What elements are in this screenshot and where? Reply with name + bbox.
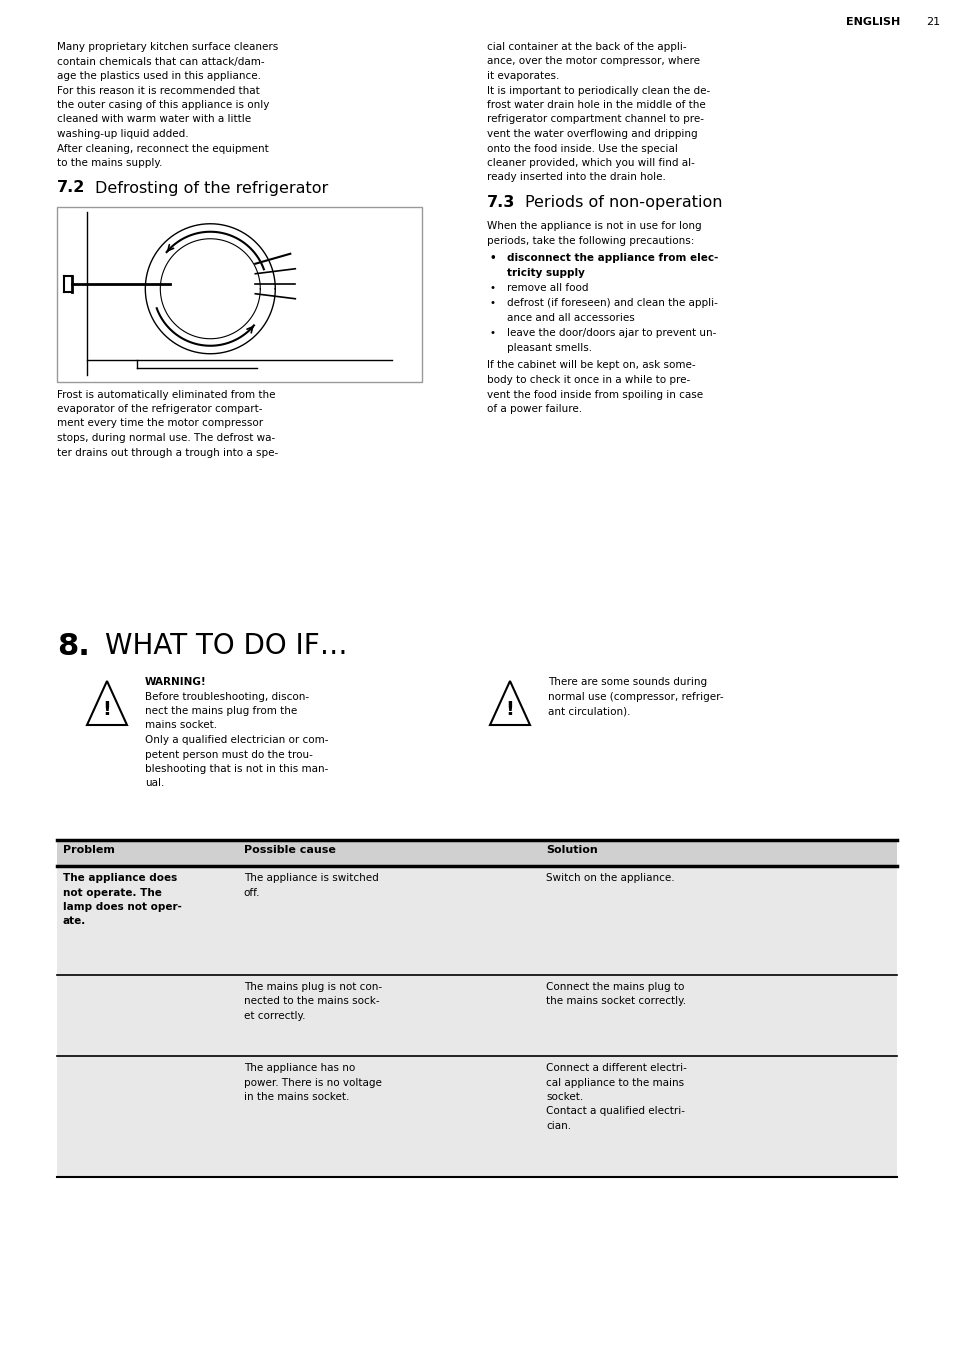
Text: lamp does not oper-: lamp does not oper-	[63, 902, 182, 913]
Text: ance, over the motor compressor, where: ance, over the motor compressor, where	[486, 57, 700, 66]
Text: Frost is automatically eliminated from the: Frost is automatically eliminated from t…	[57, 389, 275, 399]
Text: Problem: Problem	[63, 845, 114, 854]
Text: tricity supply: tricity supply	[506, 268, 584, 277]
Text: disconnect the appliance from elec-: disconnect the appliance from elec-	[506, 253, 718, 264]
Text: defrost (if foreseen) and clean the appli-: defrost (if foreseen) and clean the appl…	[506, 299, 717, 308]
Text: 7.2: 7.2	[57, 181, 85, 196]
Text: it evaporates.: it evaporates.	[486, 72, 558, 81]
Text: ready inserted into the drain hole.: ready inserted into the drain hole.	[486, 173, 665, 183]
Text: ant circulation).: ant circulation).	[547, 706, 630, 717]
Bar	[57, 1056, 896, 1178]
Text: ment every time the motor compressor: ment every time the motor compressor	[57, 419, 263, 429]
Text: stops, during normal use. The defrost wa-: stops, during normal use. The defrost wa…	[57, 433, 275, 443]
Text: socket.: socket.	[545, 1092, 582, 1102]
Text: contain chemicals that can attack/dam-: contain chemicals that can attack/dam-	[57, 57, 264, 66]
Text: pleasant smells.: pleasant smells.	[506, 343, 592, 353]
Text: periods, take the following precautions:: periods, take the following precautions:	[486, 235, 694, 246]
Text: 7.3: 7.3	[486, 195, 515, 210]
Bar	[57, 867, 896, 975]
Text: 21: 21	[925, 18, 939, 27]
Text: Switch on the appliance.: Switch on the appliance.	[545, 873, 674, 883]
Text: bleshooting that is not in this man-: bleshooting that is not in this man-	[145, 764, 328, 773]
Text: to the mains supply.: to the mains supply.	[57, 158, 162, 168]
Text: It is important to periodically clean the de-: It is important to periodically clean th…	[486, 85, 709, 96]
Text: Many proprietary kitchen surface cleaners: Many proprietary kitchen surface cleaner…	[57, 42, 278, 51]
Text: For this reason it is recommended that: For this reason it is recommended that	[57, 85, 259, 96]
Text: •: •	[490, 253, 497, 264]
Text: refrigerator compartment channel to pre-: refrigerator compartment channel to pre-	[486, 115, 703, 124]
Text: Periods of non-operation: Periods of non-operation	[524, 195, 721, 210]
Text: ter drains out through a trough into a spe-: ter drains out through a trough into a s…	[57, 448, 278, 457]
Text: The mains plug is not con-: The mains plug is not con-	[243, 982, 381, 992]
Text: cial container at the back of the appli-: cial container at the back of the appli-	[486, 42, 686, 51]
Text: the mains socket correctly.: the mains socket correctly.	[545, 996, 685, 1006]
Text: leave the door/doors ajar to prevent un-: leave the door/doors ajar to prevent un-	[506, 329, 716, 338]
Text: onto the food inside. Use the special: onto the food inside. Use the special	[486, 143, 678, 154]
Text: nect the mains plug from the: nect the mains plug from the	[145, 706, 297, 717]
Text: When the appliance is not in use for long: When the appliance is not in use for lon…	[486, 220, 700, 231]
Text: ENGLISH: ENGLISH	[845, 18, 899, 27]
Text: remove all food: remove all food	[506, 283, 588, 293]
Text: of a power failure.: of a power failure.	[486, 404, 581, 414]
Text: ual.: ual.	[145, 779, 164, 788]
Text: There are some sounds during: There are some sounds during	[547, 677, 706, 687]
Text: !: !	[505, 700, 514, 719]
Bar	[57, 975, 896, 1056]
Text: cleaned with warm water with a little: cleaned with warm water with a little	[57, 115, 251, 124]
Text: •: •	[490, 329, 496, 338]
Text: mains socket.: mains socket.	[145, 721, 217, 730]
Text: evaporator of the refrigerator compart-: evaporator of the refrigerator compart-	[57, 404, 262, 414]
Text: petent person must do the trou-: petent person must do the trou-	[145, 749, 313, 760]
Text: cleaner provided, which you will find al-: cleaner provided, which you will find al…	[486, 158, 694, 168]
Text: off.: off.	[243, 887, 260, 898]
Text: Only a qualified electrician or com-: Only a qualified electrician or com-	[145, 735, 328, 745]
Text: ance and all accessories: ance and all accessories	[506, 314, 634, 323]
Text: Solution: Solution	[545, 845, 598, 854]
Text: Possible cause: Possible cause	[243, 845, 335, 854]
Text: frost water drain hole in the middle of the: frost water drain hole in the middle of …	[486, 100, 705, 110]
Text: Connect the mains plug to: Connect the mains plug to	[545, 982, 683, 992]
Text: Defrosting of the refrigerator: Defrosting of the refrigerator	[95, 181, 328, 196]
Text: not operate. The: not operate. The	[63, 887, 162, 898]
Text: normal use (compressor, refriger-: normal use (compressor, refriger-	[547, 691, 723, 702]
Text: body to check it once in a while to pre-: body to check it once in a while to pre-	[486, 375, 690, 385]
Bar	[57, 840, 896, 867]
Text: ate.: ate.	[63, 917, 86, 926]
Text: If the cabinet will be kept on, ask some-: If the cabinet will be kept on, ask some…	[486, 361, 695, 370]
Text: nected to the mains sock-: nected to the mains sock-	[243, 996, 379, 1006]
Text: vent the water overflowing and dripping: vent the water overflowing and dripping	[486, 128, 697, 139]
Text: The appliance has no: The appliance has no	[243, 1063, 355, 1073]
Text: •: •	[490, 299, 496, 308]
Text: washing-up liquid added.: washing-up liquid added.	[57, 128, 189, 139]
Text: •: •	[490, 283, 496, 293]
Text: in the mains socket.: in the mains socket.	[243, 1092, 349, 1102]
Text: age the plastics used in this appliance.: age the plastics used in this appliance.	[57, 72, 261, 81]
Text: The appliance does: The appliance does	[63, 873, 177, 883]
Text: power. There is no voltage: power. There is no voltage	[243, 1078, 381, 1087]
Text: After cleaning, reconnect the equipment: After cleaning, reconnect the equipment	[57, 143, 269, 154]
Text: WARNING!: WARNING!	[145, 677, 207, 687]
Text: vent the food inside from spoiling in case: vent the food inside from spoiling in ca…	[486, 389, 702, 399]
Text: The appliance is switched: The appliance is switched	[243, 873, 378, 883]
Text: et correctly.: et correctly.	[243, 1011, 305, 1021]
Text: WHAT TO DO IF…: WHAT TO DO IF…	[105, 631, 347, 660]
Bar	[57, 207, 421, 381]
Text: cian.: cian.	[545, 1121, 571, 1132]
Text: Before troubleshooting, discon-: Before troubleshooting, discon-	[145, 691, 309, 702]
Text: 8.: 8.	[57, 631, 90, 661]
Text: Connect a different electri-: Connect a different electri-	[545, 1063, 686, 1073]
Text: the outer casing of this appliance is only: the outer casing of this appliance is on…	[57, 100, 269, 110]
Text: Contact a qualified electri-: Contact a qualified electri-	[545, 1106, 684, 1117]
Text: cal appliance to the mains: cal appliance to the mains	[545, 1078, 683, 1087]
Text: !: !	[103, 700, 112, 719]
